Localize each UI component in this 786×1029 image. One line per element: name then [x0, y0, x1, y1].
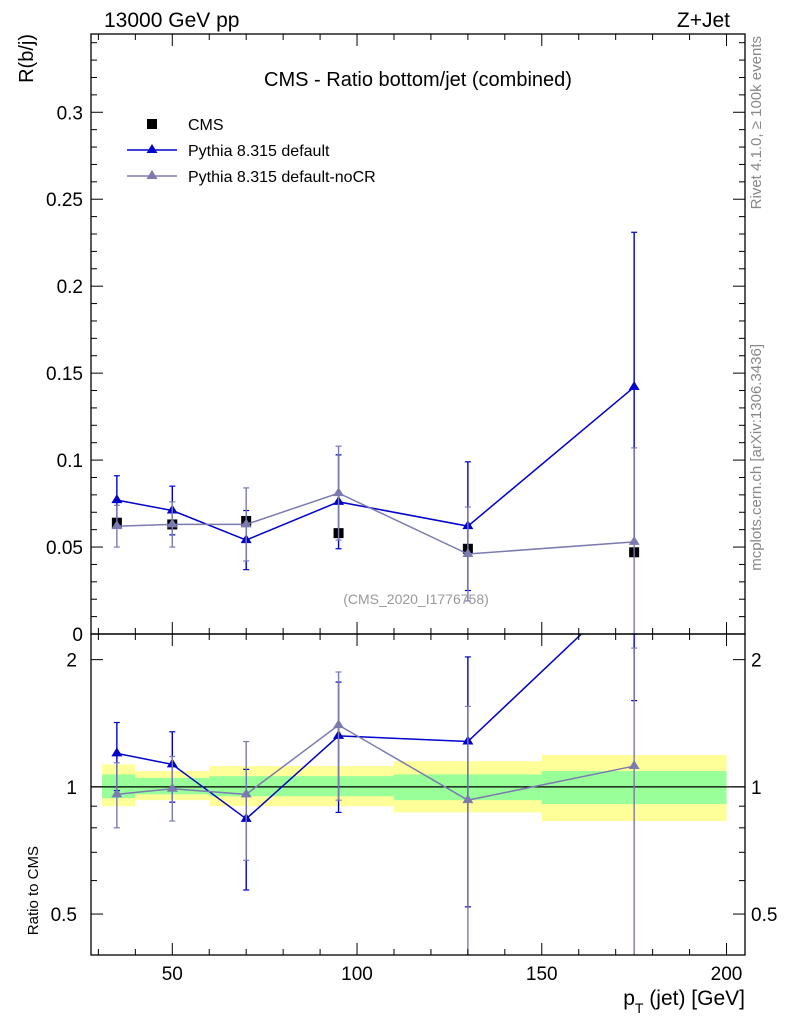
default-main-point-0 — [111, 494, 123, 504]
main-series — [111, 231, 640, 635]
ratio-y-tick-label-left-1: 1 — [66, 778, 77, 799]
ratio-y-tick-label-right-0: 0.5 — [751, 905, 777, 926]
header-left: 13000 GeV pp — [104, 9, 239, 32]
nocr-ratio-point-2 — [240, 788, 252, 798]
legend-marker-cms — [147, 119, 157, 129]
main-y-tick-label-4: 0.2 — [57, 277, 83, 298]
nocr-ratio-point-1 — [166, 782, 178, 792]
ratio-series — [111, 634, 640, 955]
nocr-ratio-point-5 — [628, 760, 640, 770]
x-tick-label-150: 150 — [526, 964, 558, 985]
main-y-tick-label-1: 0.05 — [46, 538, 83, 559]
ratio-frame — [90, 633, 746, 956]
ratio-y-tick-label-left-2: 2 — [66, 651, 77, 672]
mcplots-side-label: mcplots.cern.ch [arXiv:1306.3436] — [748, 344, 765, 571]
header-right: Z+Jet — [677, 9, 730, 32]
x-tick-label-100: 100 — [341, 964, 373, 985]
ratio-y-tick-label-right-1: 1 — [751, 778, 762, 799]
main-y-tick-label-5: 0.25 — [46, 190, 83, 211]
default-ratio-point-0 — [111, 747, 123, 757]
legend-label-nocr: Pythia 8.315 default-noCR — [188, 169, 376, 186]
main-y-tick-label-6: 0.3 — [57, 103, 83, 124]
chart-watermark: (CMS_2020_I1776758) — [343, 591, 489, 607]
main-y-tick-label-0: 0 — [72, 625, 83, 646]
default-main-line — [116, 386, 635, 541]
main-y-axis-label: R(b/j) — [16, 34, 38, 83]
legend-label-default: Pythia 8.315 default — [188, 143, 330, 160]
legend-marker-nocr — [146, 170, 158, 179]
x-tick-label-50: 50 — [162, 964, 183, 985]
nocr-ratio-point-3 — [333, 719, 345, 729]
nocr-ratio-point-4 — [462, 794, 474, 804]
chart-title: CMS - Ratio bottom/jet (combined) — [264, 69, 572, 91]
default-main-point-5 — [628, 381, 640, 391]
ratio-y-tick-label-left-0: 0.5 — [51, 905, 77, 926]
legend: CMS Pythia 8.315 default Pythia 8.315 de… — [127, 117, 376, 186]
legend-marker-default — [146, 144, 158, 153]
nocr-main-point-5 — [628, 535, 640, 545]
nocr-main-point-4 — [462, 548, 474, 557]
nocr-ratio-point-0 — [111, 788, 123, 798]
axis-ticks: 50 100 150 200 0 0.05 0.1 0.15 0.2 0.25 0.3 0.5 0.5 1… — [46, 34, 777, 985]
main-y-tick-label-2: 0.1 — [57, 451, 83, 472]
nocr-main-point-1 — [166, 518, 178, 528]
ratio-y-tick-label-right-2: 2 — [751, 651, 762, 672]
x-tick-label-200: 200 — [711, 964, 743, 985]
x-axis-label: pT (jet) [GeV] — [623, 987, 745, 1016]
legend-label-cms: CMS — [188, 117, 224, 134]
ratio-y-axis-label: Ratio to CMS — [25, 846, 42, 935]
nocr-main-point-2 — [240, 518, 252, 528]
nocr-ratio-line — [116, 724, 635, 801]
rivet-side-label: Rivet 4.1.0, ≥ 100k events — [748, 36, 765, 209]
nocr-main-point-3 — [333, 487, 345, 497]
main-y-tick-label-3: 0.15 — [46, 364, 83, 385]
nocr-main-line — [116, 492, 635, 555]
nocr-main-point-0 — [111, 520, 123, 530]
plot-frames — [90, 33, 746, 956]
default-ratio-line — [116, 634, 583, 820]
